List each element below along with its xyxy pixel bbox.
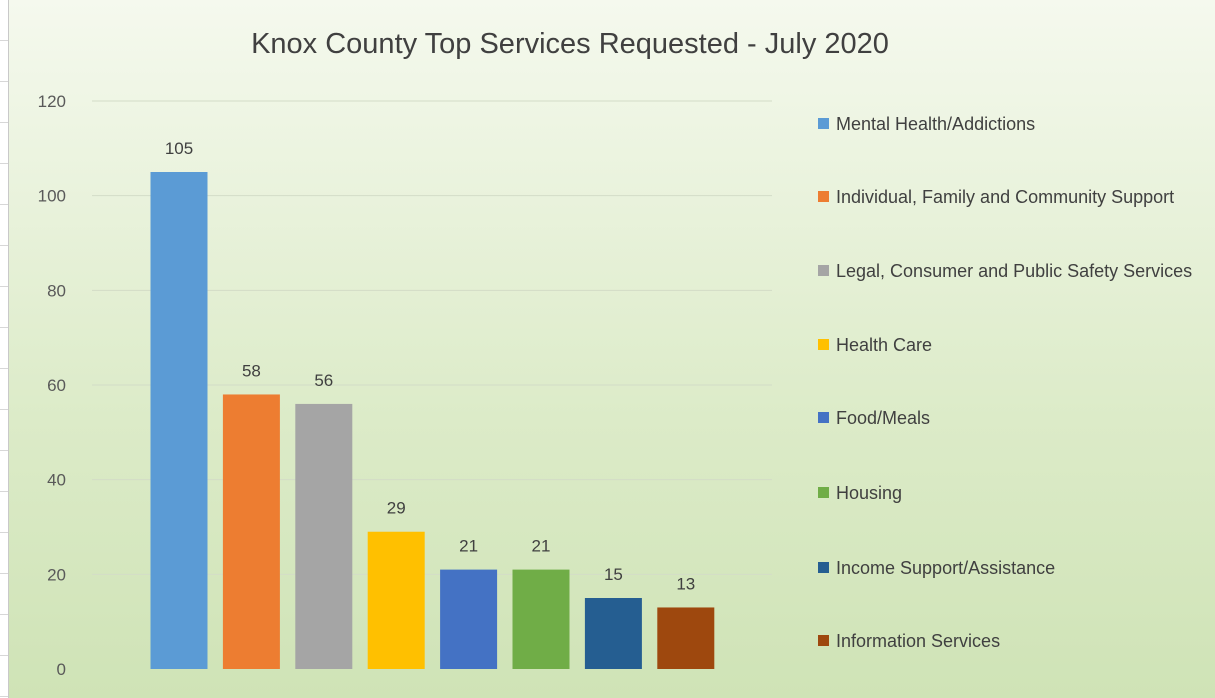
y-tick-label: 60: [47, 376, 66, 395]
legend-label: Housing: [836, 483, 903, 503]
bar-individual-family-and-community-support: [222, 394, 280, 669]
chart-title: Knox County Top Services Requested - Jul…: [251, 28, 889, 60]
y-tick-label: 100: [38, 187, 66, 206]
legend-swatch: [818, 191, 829, 202]
data-label: 105: [165, 139, 193, 158]
y-tick-label: 40: [47, 471, 66, 490]
legend-label: Information Services: [836, 631, 1001, 651]
data-label: 21: [532, 537, 551, 556]
bar-income-support-assistance: [584, 598, 642, 669]
legend-item: Individual, Family and Community Support: [818, 183, 1203, 211]
data-label: 21: [459, 537, 478, 556]
y-tick-label: 0: [57, 660, 66, 679]
legend-label: Mental Health/Addictions: [836, 114, 1036, 134]
legend-swatch: [818, 265, 829, 276]
y-tick-label: 120: [38, 92, 66, 111]
legend-label: Individual, Family and Community Support: [836, 187, 1175, 207]
legend-swatch: [818, 562, 829, 573]
legend-item: Food/Meals: [818, 404, 1203, 432]
legend-label: Legal, Consumer and Public Safety Servic…: [836, 261, 1193, 281]
legend-label: Income Support/Assistance: [836, 558, 1056, 578]
legend-swatch: [818, 118, 829, 129]
data-label: 56: [314, 371, 333, 390]
legend-item: Legal, Consumer and Public Safety Servic…: [818, 257, 1203, 285]
legend-item: Information Services: [818, 627, 1203, 655]
legend-swatch: [818, 412, 829, 423]
legend-swatch: [818, 487, 829, 498]
data-label: 29: [387, 499, 406, 518]
bar-information-services: [657, 607, 715, 669]
y-tick-label: 20: [47, 565, 66, 584]
legend-item: Mental Health/Addictions: [818, 110, 1203, 138]
legend-item: Health Care: [818, 331, 1203, 359]
y-tick-label: 80: [47, 281, 66, 300]
legend-label: Food/Meals: [836, 408, 931, 428]
bar-food-meals: [440, 569, 498, 669]
legend-swatch: [818, 339, 829, 350]
legend-item: Income Support/Assistance: [818, 554, 1203, 582]
bar-housing: [512, 569, 570, 669]
legend-swatch: [818, 635, 829, 646]
bar-legal-consumer-and-public-safety-services: [295, 403, 353, 669]
bar-health-care: [367, 531, 425, 669]
legend-item: Housing: [818, 479, 1203, 507]
legend-label: Health Care: [836, 335, 933, 355]
data-label: 15: [604, 565, 623, 584]
spreadsheet-edge: [0, 0, 9, 698]
data-label: 13: [676, 574, 695, 593]
bar-mental-health-addictions: [150, 172, 208, 669]
data-label: 58: [242, 361, 261, 380]
